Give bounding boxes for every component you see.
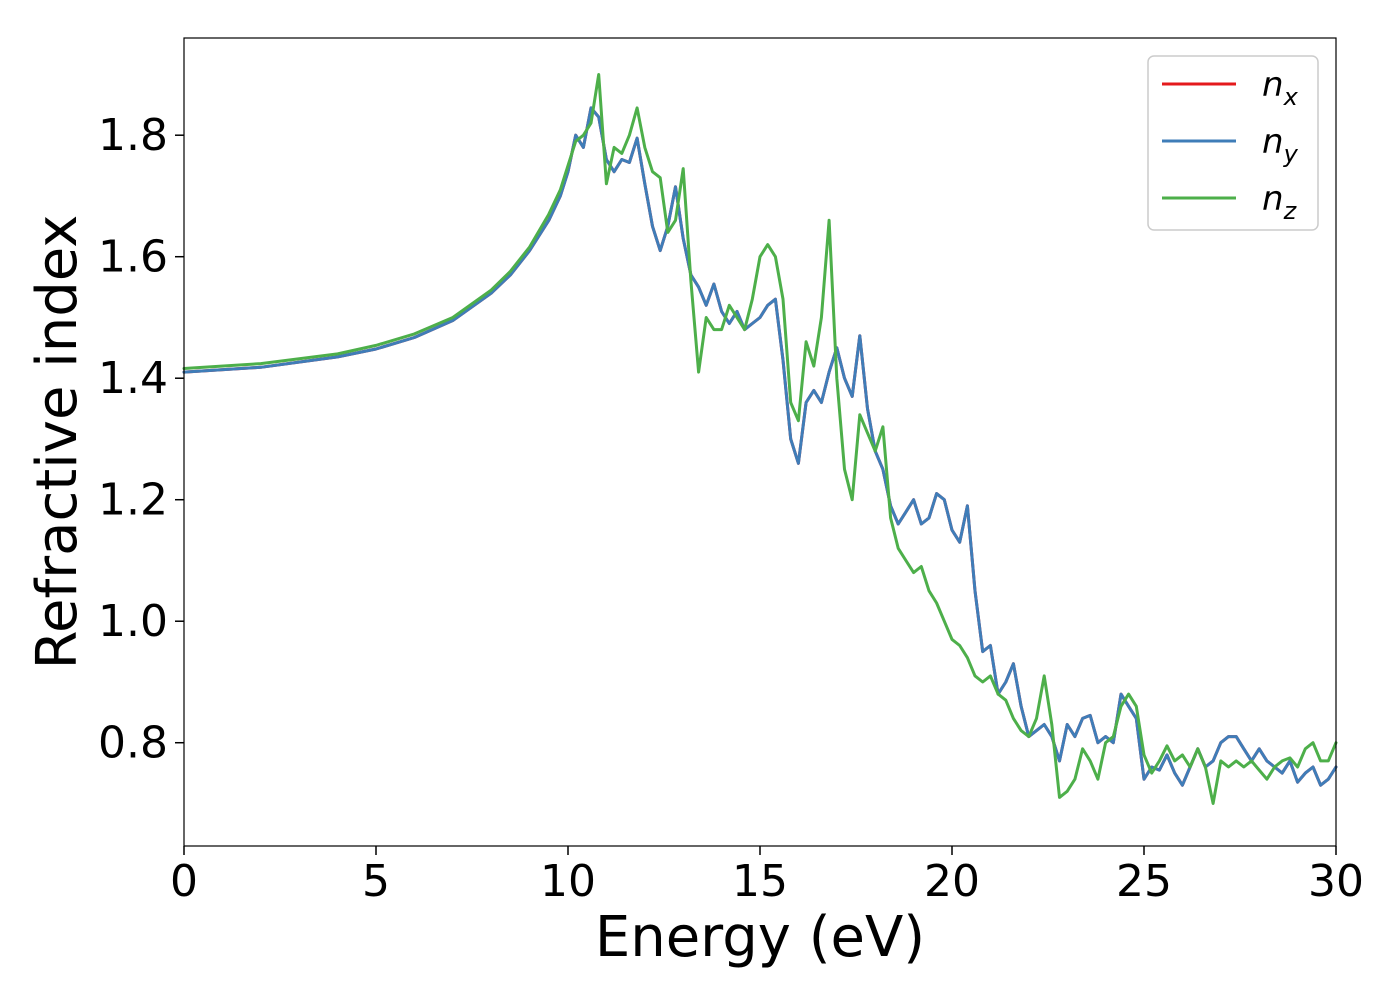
y-tick-label: 1.4	[98, 353, 168, 404]
series-layer	[182, 73, 1338, 805]
x-tick-label: 0	[170, 856, 198, 907]
y-tick-label: 0.8	[98, 718, 168, 769]
y-axis: 0.8 1.0 1.2 1.4 1.6 1.8	[98, 110, 184, 769]
x-tick-label: 15	[732, 856, 788, 907]
y-tick-label: 1.6	[98, 232, 168, 283]
x-tick-label: 5	[362, 856, 390, 907]
y-tick-label: 1.2	[98, 475, 168, 526]
x-axis-title: Energy (eV)	[595, 905, 925, 970]
legend-box	[1147, 55, 1319, 231]
y-tick-label: 1.0	[98, 596, 168, 647]
x-tick-label: 25	[1116, 856, 1172, 907]
y-tick-label: 1.8	[98, 110, 168, 161]
x-tick-label: 30	[1308, 856, 1364, 907]
series-line-z	[182, 73, 1338, 805]
x-tick-label: 20	[924, 856, 980, 907]
x-tick-label: 10	[540, 856, 596, 907]
x-axis: 0 5 10 15 20 25 30	[170, 846, 1364, 907]
y-axis-title: Refractive index	[25, 215, 90, 670]
